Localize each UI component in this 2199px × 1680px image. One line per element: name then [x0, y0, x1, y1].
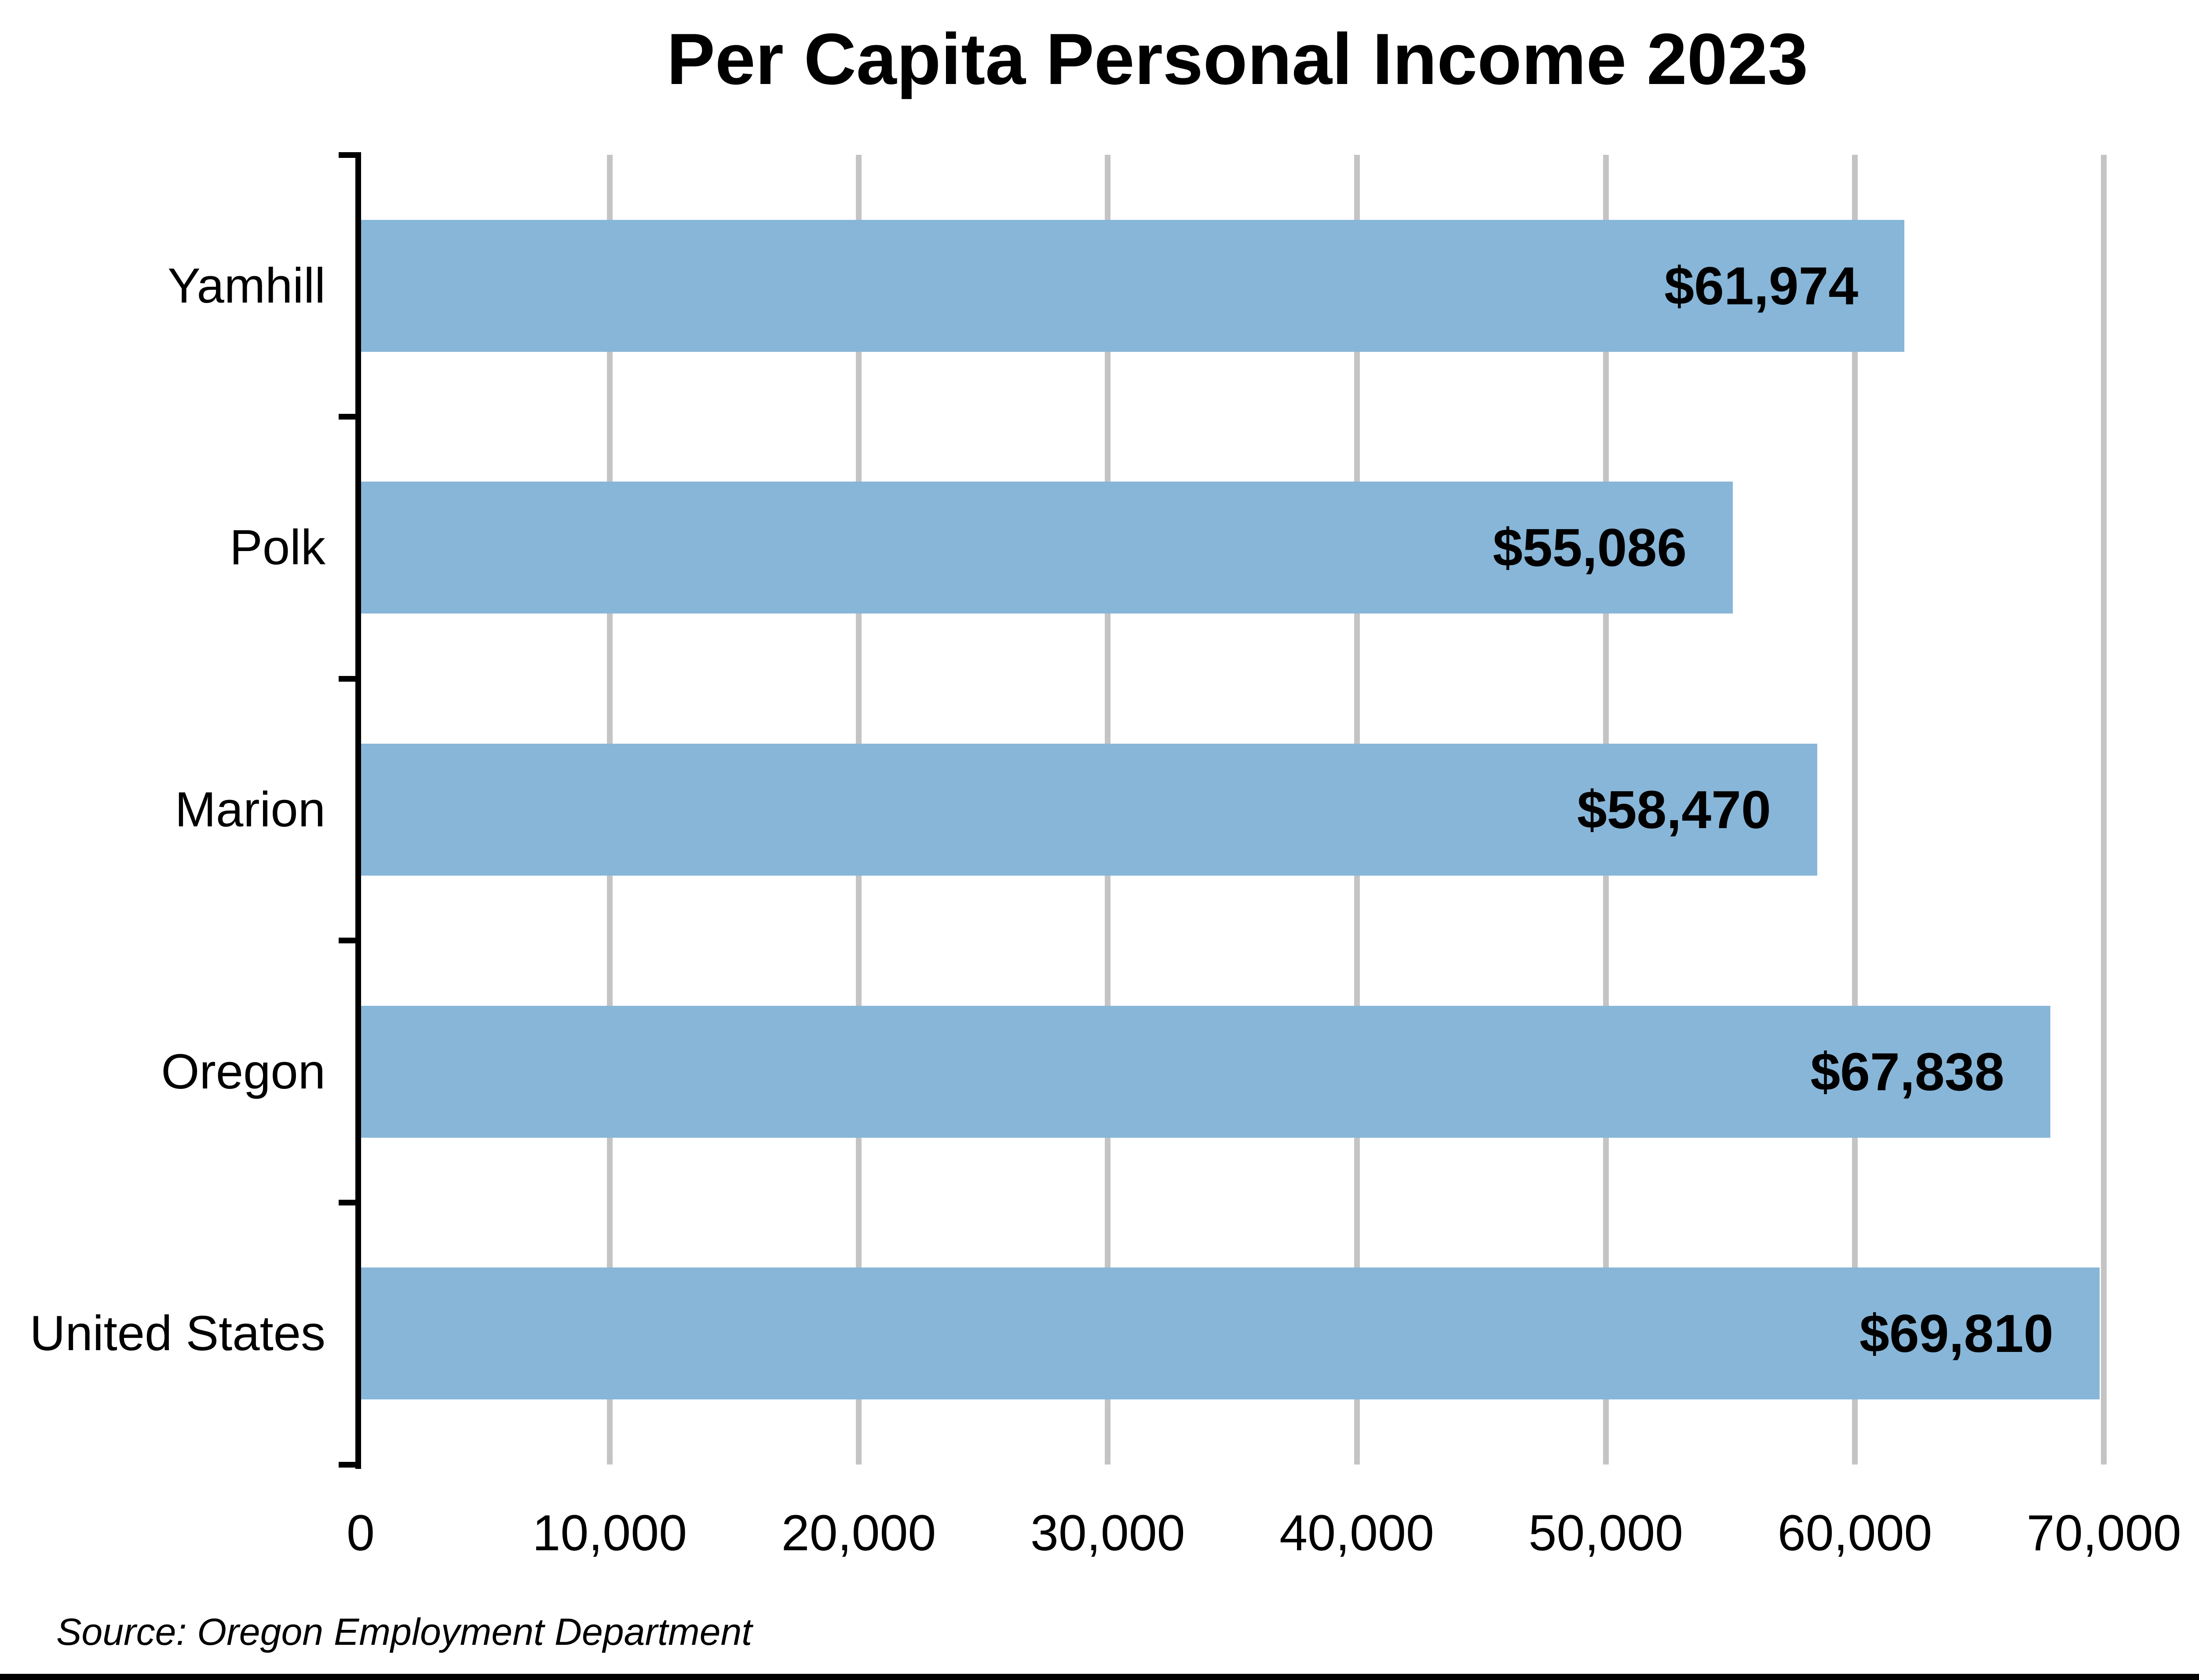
source-note: Source: Oregon Employment Department [56, 1611, 752, 1653]
category-label: Marion [175, 782, 325, 837]
x-axis-tick-label: 60,000 [1777, 1505, 1932, 1561]
bar: $61,974 [361, 219, 1905, 352]
y-axis-tick [339, 1461, 361, 1468]
bottom-border [0, 1674, 2199, 1680]
bar-value-label: $69,810 [1859, 1304, 2053, 1364]
bar-value-label: $67,838 [1810, 1041, 2005, 1102]
x-axis-tick-label: 10,000 [532, 1505, 687, 1561]
x-axis-tick-label: 50,000 [1528, 1505, 1684, 1561]
bar-value-label: $55,086 [1493, 518, 1687, 578]
chart-title: Per Capita Personal Income 2023 [666, 18, 1808, 99]
y-axis-tick [339, 676, 361, 682]
x-axis-tick-label: 70,000 [2026, 1505, 2181, 1561]
x-axis-tick-label: 40,000 [1279, 1505, 1434, 1561]
bar: $67,838 [361, 1005, 2051, 1138]
bar: $55,086 [361, 482, 1733, 614]
bar-value-label: $58,470 [1577, 780, 1771, 840]
bar-value-label: $61,974 [1664, 256, 1859, 316]
y-axis-tick [339, 152, 361, 158]
y-axis-tick [339, 414, 361, 420]
bar: $58,470 [361, 744, 1817, 876]
category-label: Polk [230, 520, 325, 575]
y-axis-tick [339, 938, 361, 944]
gridline [2101, 155, 2107, 1465]
category-label: United States [29, 1306, 325, 1361]
category-label: Oregon [161, 1044, 325, 1099]
x-axis-tick-label: 30,000 [1030, 1505, 1185, 1561]
x-axis-tick-label: 0 [347, 1505, 375, 1561]
y-axis-tick [339, 1199, 361, 1205]
bar: $69,810 [361, 1267, 2100, 1400]
y-axis-line [355, 153, 361, 1469]
category-label: Yamhill [168, 258, 325, 313]
x-axis-tick-label: 20,000 [781, 1505, 936, 1561]
